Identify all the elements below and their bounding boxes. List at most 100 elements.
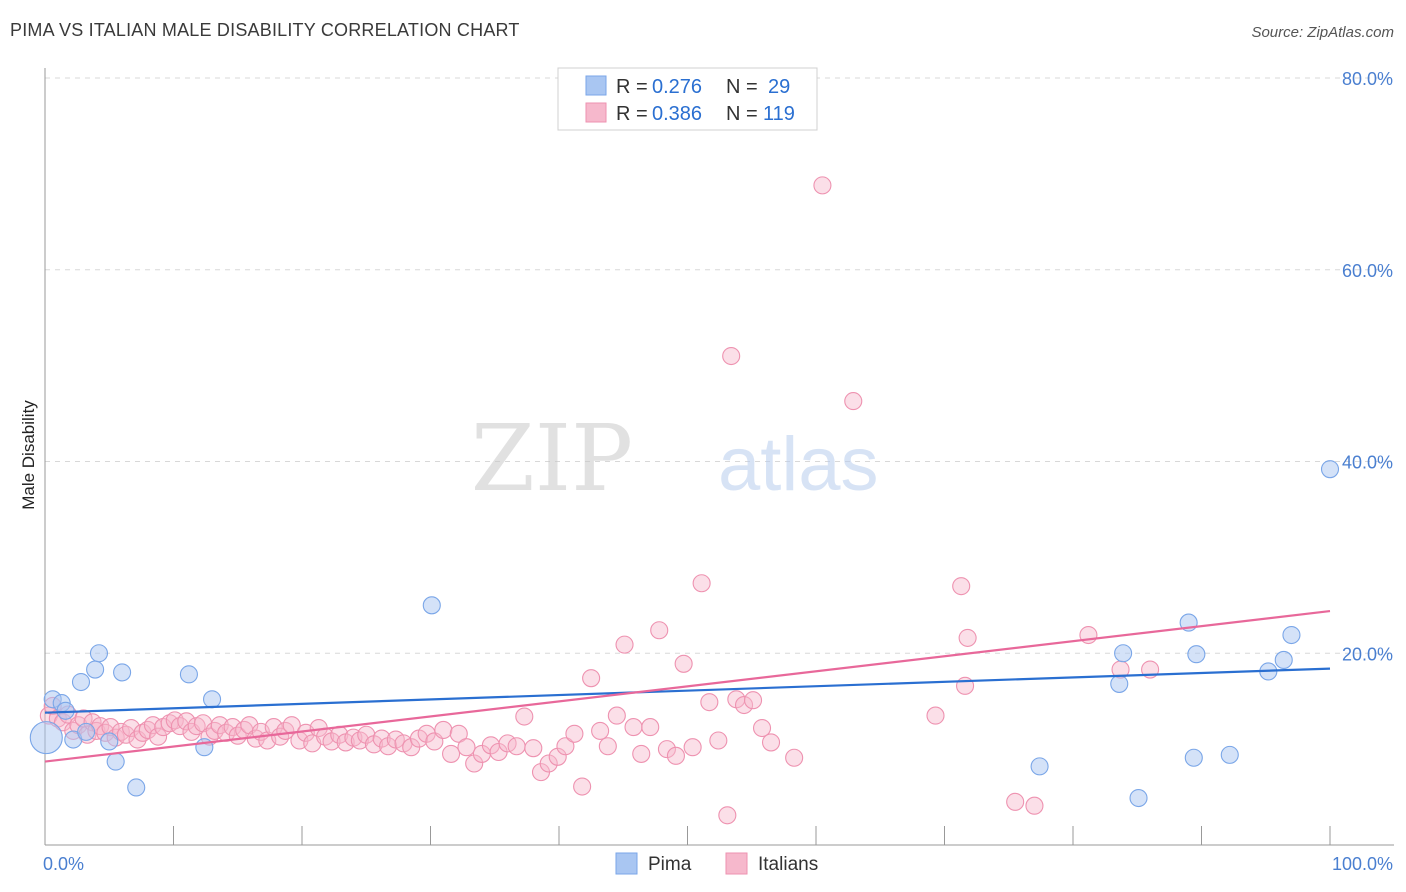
pima-point (1110, 674, 1129, 693)
italians-point (666, 746, 685, 765)
italians-point (683, 738, 702, 757)
italians-point (752, 718, 772, 738)
pima-point (179, 665, 198, 684)
gridlines (45, 77, 1394, 654)
legend-swatch-italians (585, 102, 607, 123)
italians-point (1006, 792, 1025, 811)
chart-title: PIMA VS ITALIAN MALE DISABILITY CORRELAT… (10, 20, 520, 40)
x-ticks (44, 826, 1331, 845)
pima-point (1320, 460, 1340, 479)
legend-pima-r-label: R = (616, 76, 648, 98)
italians-point (442, 744, 461, 763)
italians-point (785, 748, 804, 767)
y-tick-label: 40.0% (1342, 453, 1393, 473)
italians-point (657, 740, 676, 759)
italians-point (322, 732, 341, 751)
italians-point (565, 724, 584, 743)
italians-point (434, 720, 453, 740)
italians-point (952, 577, 971, 596)
legend-swatch-pima (585, 75, 607, 96)
legend-italians-n-value: 119 (763, 103, 795, 125)
italians-point (515, 707, 534, 726)
italians-point (573, 777, 592, 796)
italians-point (138, 720, 157, 740)
legend-italians-r-label: R = (616, 103, 648, 125)
italians-point (674, 654, 693, 673)
pima-point (127, 778, 146, 797)
bottom-legend-swatch-pima (615, 852, 638, 875)
pima-point (1030, 757, 1049, 776)
bottom-legend: Pima Italians (615, 852, 818, 875)
legend-pima-n-value: 29 (768, 76, 790, 98)
y-axis-title: Male Disability (19, 400, 38, 510)
italians-point (718, 806, 737, 825)
italians-point (372, 729, 391, 748)
italians-point (641, 718, 660, 737)
italians-point (624, 718, 643, 737)
italians-point (700, 693, 719, 712)
italians-point (379, 737, 398, 756)
italians-point (582, 669, 601, 688)
italians-point (1025, 796, 1044, 815)
italians-point (507, 737, 526, 756)
bottom-legend-pima: Pima (648, 854, 692, 875)
italians-point (449, 724, 468, 743)
italians-point (692, 574, 711, 593)
pima-point (113, 663, 132, 682)
x-tick-label: 100.0% (1332, 854, 1393, 874)
y-tick-label: 80.0% (1342, 69, 1393, 89)
italians-point (844, 392, 863, 411)
italians-point (607, 706, 626, 725)
legend-italians-r-value: 0.386 (652, 103, 702, 125)
y-tick-labels: 20.0% 40.0% 60.0% 80.0% (1342, 69, 1393, 664)
pima-point (106, 752, 125, 771)
italians-point (926, 706, 945, 725)
italians-point (632, 744, 651, 763)
italians-point (650, 621, 669, 640)
italians-point (133, 723, 152, 742)
pima-point (89, 644, 109, 663)
pima-point (1282, 625, 1301, 645)
y-tick-label: 20.0% (1342, 644, 1393, 664)
x-tick-labels: 0.0% 100.0% (43, 854, 1393, 874)
pima-point (29, 721, 63, 755)
watermark-zip: ZIP (471, 405, 633, 512)
italians-point (615, 635, 634, 654)
italians-point (761, 733, 781, 752)
italians-point (111, 722, 130, 741)
italians-point (457, 738, 476, 757)
italians-point (556, 737, 575, 756)
italians-trend-line (44, 609, 1331, 763)
bottom-legend-swatch-italians (725, 852, 748, 875)
italians-point (709, 731, 728, 750)
italians-series (39, 176, 1160, 825)
legend-italians-n-label: N = (726, 103, 758, 125)
x-tick-label: 0.0% (43, 854, 84, 874)
italians-point (591, 721, 610, 740)
italians-point (271, 727, 290, 746)
watermark-atlas: atlas (718, 422, 879, 507)
pima-point (71, 672, 91, 692)
italians-point (743, 691, 763, 710)
pima-point (1187, 645, 1206, 664)
italians-point (524, 739, 543, 758)
pima-point (86, 660, 105, 679)
pima-point (1129, 788, 1148, 808)
italians-point (465, 754, 484, 773)
watermark: ZIP atlas (471, 405, 879, 512)
pima-series (29, 460, 1340, 808)
pima-point (77, 722, 96, 741)
y-tick-label: 60.0% (1342, 261, 1393, 281)
italians-point (734, 695, 754, 715)
italians-point (813, 176, 832, 195)
italians-point (357, 725, 376, 744)
legend-pima-r-value: 0.276 (652, 76, 702, 98)
pima-point (1220, 745, 1239, 764)
pima-point (100, 732, 119, 751)
pima-point (422, 596, 441, 615)
legend-pima-n-label: N = (726, 76, 758, 98)
italians-point (417, 724, 436, 743)
legend: R = 0.276 N = 29 R = 0.386 N = 119 (557, 67, 818, 131)
pima-point (203, 690, 222, 709)
